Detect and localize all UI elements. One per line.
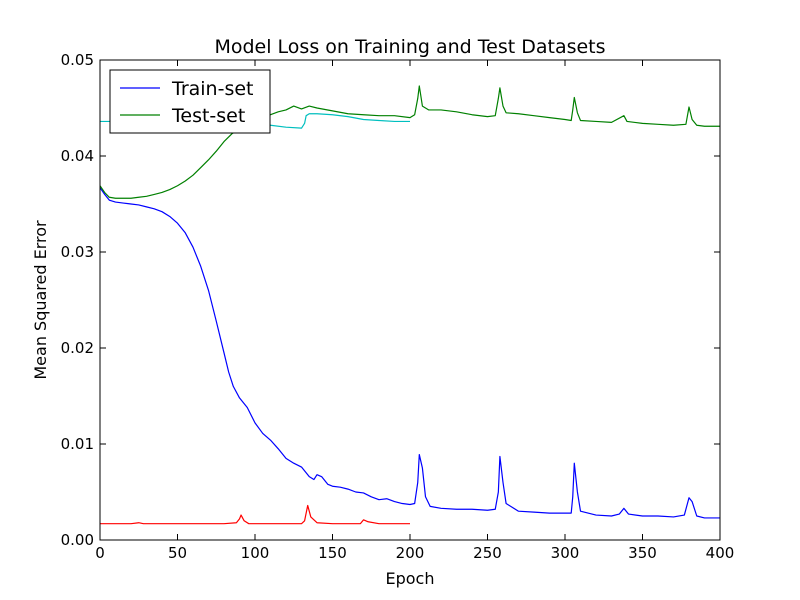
y-axis-ticks: 0.00 0.01 0.02 0.03 0.04 0.05 [61,51,720,549]
series-line-test-set [99,85,720,199]
y-tick-label: 0.03 [61,243,94,261]
x-tick-label: 0 [95,544,105,562]
x-tick-label: 150 [318,544,347,562]
series-line-train-set [99,187,720,519]
x-tick-label: 300 [551,544,580,562]
y-axis-title: Mean Squared Error [31,220,50,380]
legend: Train-set Test-set [109,69,271,134]
x-axis-title: Epoch [386,569,435,588]
x-tick-label: 250 [473,544,502,562]
y-tick-label: 0.05 [61,51,94,69]
series-line-4 [100,504,410,525]
legend-frame [109,69,271,134]
y-tick-label: 0.04 [61,147,94,165]
legend-label-test-set: Test-set [171,105,245,127]
legend-label-train-set: Train-set [171,78,253,100]
chart-title: Model Loss on Training and Test Datasets [214,36,605,58]
x-tick-label: 100 [241,544,270,562]
x-tick-label: 200 [396,544,425,562]
y-tick-label: 0.00 [61,531,94,549]
y-tick-label: 0.01 [61,435,94,453]
x-axis-ticks: 0 50 100 150 200 250 300 350 400 [95,60,734,562]
x-tick-label: 350 [628,544,657,562]
x-tick-label: 400 [706,544,735,562]
x-tick-label: 50 [168,544,187,562]
y-tick-label: 0.02 [61,339,94,357]
